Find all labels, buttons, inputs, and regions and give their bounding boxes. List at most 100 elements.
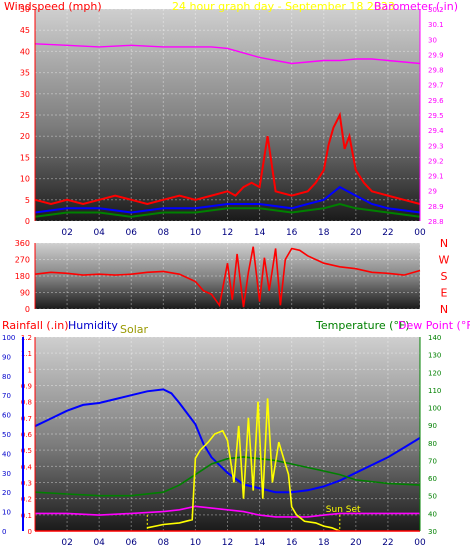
- wind-y-tick-label: 40: [20, 47, 30, 56]
- compass-label: E: [441, 287, 448, 300]
- humidity-tick-label: 10: [2, 509, 11, 517]
- climate-x-tick-label: 18: [318, 538, 330, 548]
- wind-y-tick-label: 30: [20, 90, 30, 99]
- climate-x-tick-label: 12: [222, 538, 233, 548]
- climate-x-tick-label: 06: [126, 538, 138, 548]
- compass-label: N: [440, 237, 448, 250]
- direction-tick-label: 180: [15, 272, 30, 281]
- temperature-tick-label: 80: [428, 440, 437, 448]
- temperature-tick-label: 120: [428, 369, 441, 377]
- temperature-label: Temperature (°F): [315, 319, 410, 332]
- barometer-label: Barometer (.in): [374, 0, 458, 13]
- rain-tick-label: 0.7: [21, 415, 32, 423]
- humidity-tick-label: 60: [2, 412, 11, 420]
- compass-label: S: [441, 270, 448, 283]
- climate-panel: Sun Set 02 04 06 08 10 12 14 16 18 20 22 0000.10.20…: [2, 334, 441, 548]
- wind-x-tick-label: 06: [126, 228, 138, 238]
- wind-y-tick-label: 45: [20, 26, 30, 35]
- rain-tick-label: 0.3: [21, 480, 32, 488]
- rain-tick-label: 0.6: [21, 431, 33, 439]
- wind-x-tick-label: 02: [61, 228, 72, 238]
- climate-series-temperature: [34, 456, 421, 497]
- wind-plot-area: [35, 9, 420, 221]
- climate-x-tick-label: 02: [61, 538, 72, 548]
- temperature-tick-label: 100: [428, 405, 441, 413]
- climate-x-tick-label: 04: [93, 538, 105, 548]
- barometer-tick-label: 29.9: [428, 51, 444, 59]
- climate-series-humidity: [34, 388, 421, 494]
- climate-series: Sun Set: [34, 388, 421, 532]
- wind-y-tick-label: 10: [20, 175, 30, 184]
- dew-point-label: Dew Point (°F): [398, 319, 470, 332]
- humidity-tick-label: 100: [2, 334, 15, 342]
- direction-tick-label: 90: [20, 289, 30, 298]
- climate-x-tick-label: 10: [190, 538, 202, 548]
- wind-y-tick-label: 0: [25, 217, 30, 226]
- solar-label: Solar: [120, 323, 149, 336]
- wind-y-tick-label: 25: [20, 111, 30, 120]
- barometer-tick-label: 29: [428, 188, 437, 196]
- wind-x-tick-label: 04: [93, 228, 105, 238]
- wind-x-tick-label: 20: [350, 228, 362, 238]
- wind-x-tick-label: 14: [254, 228, 266, 238]
- rain-tick-label: 1.2: [21, 334, 32, 342]
- rain-tick-label: 0.9: [21, 383, 32, 391]
- wind-panel: 02 04 06 08 10 12 14 16 18 20 22 000510152025303540…: [20, 5, 444, 238]
- barometer-tick-label: 30.1: [428, 21, 444, 29]
- climate-plot-area: [35, 337, 420, 531]
- rain-tick-label: 1: [28, 366, 32, 374]
- climate-grid: [35, 336, 421, 532]
- humidity-tick-label: 80: [2, 373, 11, 381]
- wind-x-tick-label: 10: [190, 228, 202, 238]
- direction-grid: [35, 242, 421, 310]
- temperature-tick-label: 30: [428, 528, 437, 536]
- temperature-tick-label: 60: [428, 475, 437, 483]
- climate-x-tick-label: 16: [286, 538, 298, 548]
- humidity-tick-label: 0: [2, 528, 6, 536]
- rain-tick-label: 0.4: [21, 463, 33, 471]
- wind-y-tick-label: 15: [20, 153, 30, 162]
- rain-tick-label: 1.1: [21, 350, 32, 358]
- climate-x-tick-label: 22: [382, 538, 393, 548]
- direction-tick-label: 360: [15, 239, 30, 248]
- wind-x-tick-label: 08: [158, 228, 170, 238]
- barometer-tick-label: 29.2: [428, 157, 444, 165]
- barometer-tick-label: 28.9: [428, 203, 444, 211]
- climate-x-tick-label: 14: [254, 538, 266, 548]
- wind-x-tick-label: 18: [318, 228, 330, 238]
- climate-axes: 02 04 06 08 10 12 14 16 18 20 22 0000.10.20.30.40.5…: [2, 334, 441, 548]
- wind-series-gust: [34, 111, 421, 206]
- wind-series-low: [34, 202, 421, 218]
- wind-series: [34, 43, 421, 218]
- direction-tick-label: 0: [25, 305, 30, 314]
- humidity-tick-label: 40: [2, 450, 11, 458]
- wind-y-tick-label: 35: [20, 69, 30, 78]
- compass-label: W: [439, 254, 450, 267]
- rain-tick-label: 0.8: [21, 399, 32, 407]
- wind-series-avg: [34, 185, 421, 214]
- wind-axes: 02 04 06 08 10 12 14 16 18 20 22 000510152025303540…: [20, 5, 444, 238]
- temperature-tick-label: 70: [428, 457, 437, 465]
- humidity-tick-label: 50: [2, 431, 11, 439]
- sunset-annotation: Sun Set: [326, 505, 361, 515]
- barometer-tick-label: 29.8: [428, 67, 444, 75]
- wind-series-barometer: [34, 43, 421, 65]
- climate-x-tick-label: 20: [350, 538, 362, 548]
- humidity-tick-label: 30: [2, 470, 11, 478]
- wind-y-tick-label: 20: [20, 132, 30, 141]
- barometer-tick-label: 30.2: [428, 6, 444, 14]
- wind-grid: [35, 8, 421, 222]
- climate-x-tick-label: 00: [414, 538, 426, 548]
- wind-x-tick-label: 00: [414, 228, 426, 238]
- barometer-tick-label: 29.5: [428, 112, 444, 120]
- wind-y-tick-label: 5: [25, 196, 30, 205]
- humidity-label: Humidity: [68, 319, 118, 332]
- compass-label: N: [440, 303, 448, 316]
- graph-title: 24 hour graph day - September 18 2023: [172, 0, 395, 13]
- direction-plot-area: [35, 243, 420, 309]
- rainfall-label: Rainfall (.in): [2, 319, 69, 332]
- humidity-tick-label: 20: [2, 489, 11, 497]
- rain-tick-label: 0.5: [21, 447, 32, 455]
- barometer-tick-label: 29.6: [428, 97, 444, 105]
